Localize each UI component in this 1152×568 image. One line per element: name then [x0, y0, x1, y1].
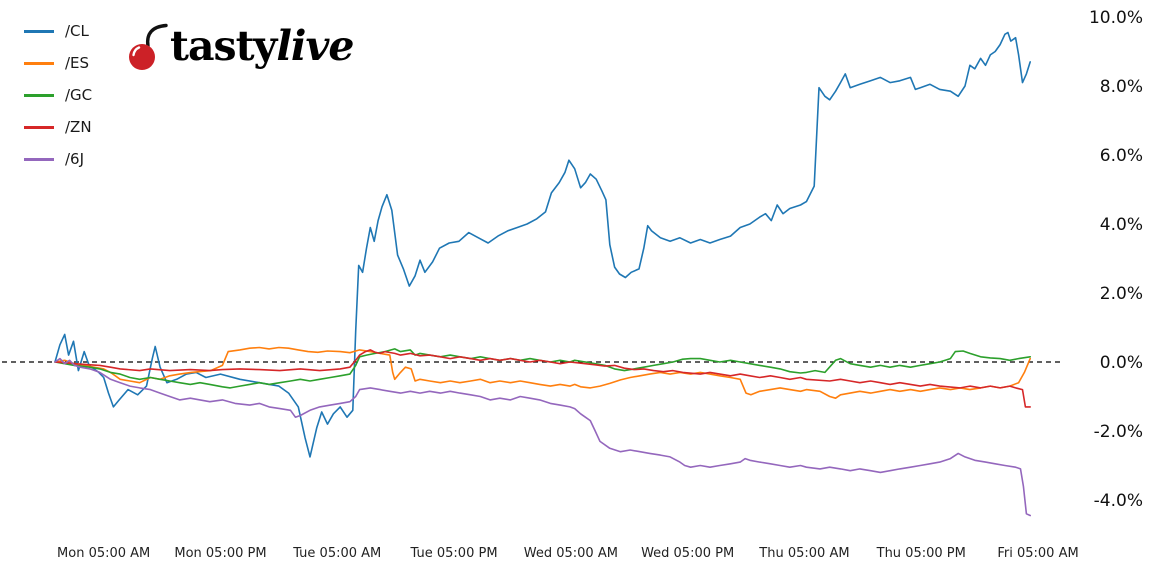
- legend-label-zn: /ZN: [65, 117, 92, 136]
- legend: /CL /ES /GC /ZN /6J: [24, 20, 92, 170]
- x-tick-label: Wed 05:00 PM: [641, 546, 734, 561]
- y-tick-label: 0.0%: [1100, 353, 1143, 373]
- brand-tasty: tasty: [170, 22, 277, 71]
- tastylive-logo: tastylive: [126, 22, 354, 72]
- series-line-cl: [54, 31, 1031, 458]
- cherry-icon: [129, 23, 168, 70]
- series-line-es: [54, 346, 1031, 399]
- legend-item-gc: /GC: [24, 84, 92, 106]
- x-tick-label: Tue 05:00 AM: [292, 546, 381, 561]
- y-tick-label: 10.0%: [1089, 8, 1143, 28]
- legend-label-gc: /GC: [65, 85, 93, 104]
- legend-label-cl: /CL: [65, 21, 89, 40]
- legend-label-6j: /6J: [65, 149, 85, 168]
- brand-wordmark: tastylive: [170, 22, 354, 71]
- y-tick-label: 8.0%: [1100, 77, 1143, 97]
- legend-label-es: /ES: [65, 53, 90, 72]
- y-tick-label: -4.0%: [1094, 491, 1143, 511]
- series-line-6j: [54, 357, 1031, 517]
- series-line-zn: [54, 349, 1031, 408]
- gc-line-swatch: [24, 93, 54, 97]
- x-tick-label: Mon 05:00 AM: [57, 546, 150, 561]
- cl-line-swatch: [24, 29, 54, 33]
- 6j-line-swatch: [24, 157, 54, 161]
- y-tick-label: -2.0%: [1094, 422, 1143, 442]
- x-tick-label: Fri 05:00 AM: [997, 546, 1078, 561]
- series-line-gc: [54, 348, 1031, 389]
- y-tick-label: 6.0%: [1100, 146, 1143, 166]
- brand-live: live: [276, 22, 354, 71]
- legend-item-6j: /6J: [24, 148, 92, 170]
- es-line-swatch: [24, 61, 54, 65]
- legend-item-es: /ES: [24, 52, 92, 74]
- x-tick-label: Mon 05:00 PM: [174, 546, 266, 561]
- zn-line-swatch: [24, 125, 54, 129]
- x-tick-label: Thu 05:00 AM: [758, 546, 849, 561]
- legend-item-zn: /ZN: [24, 116, 92, 138]
- x-tick-label: Tue 05:00 PM: [410, 546, 498, 561]
- x-tick-label: Thu 05:00 PM: [876, 546, 966, 561]
- x-tick-label: Wed 05:00 AM: [524, 546, 618, 561]
- y-tick-label: 4.0%: [1100, 215, 1143, 235]
- y-tick-label: 2.0%: [1100, 284, 1143, 304]
- legend-item-cl: /CL: [24, 20, 92, 42]
